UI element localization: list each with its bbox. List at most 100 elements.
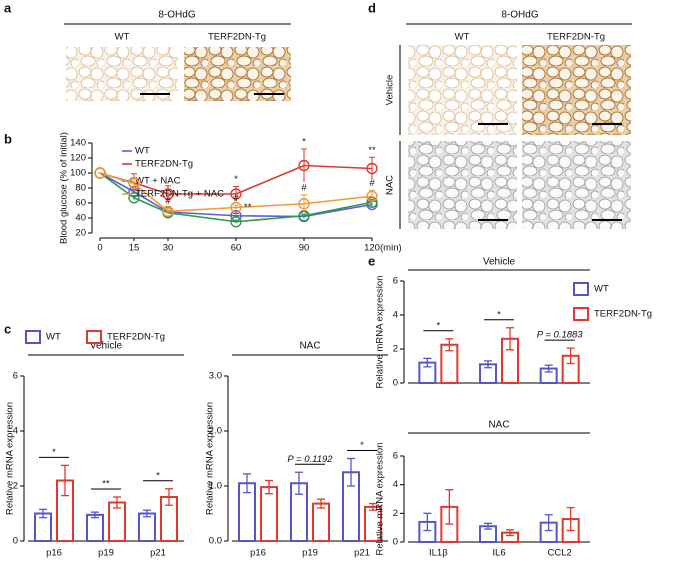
y-tick-label: 2 [393, 344, 398, 355]
panel-label: c [4, 321, 11, 336]
y-tick-label: 6 [393, 451, 398, 462]
annotation: ** [368, 145, 376, 156]
annotation: * [360, 440, 364, 451]
column-label: TERF2DN-Tg [547, 32, 605, 43]
y-axis-label: Blood glucose (% of initial) [59, 132, 70, 244]
micrograph [184, 47, 291, 101]
y-tick-label: 4 [393, 479, 398, 490]
annotation: # [233, 193, 239, 204]
legend-label: TERF2DN-Tg [135, 159, 193, 170]
column-label: TERF2DN-Tg [208, 32, 266, 43]
annotation: ** [102, 479, 110, 490]
legend-swatch [86, 330, 102, 344]
x-tick-label: p19 [98, 548, 114, 559]
x-tick-label: 15 [129, 243, 140, 254]
annotation: # [165, 196, 171, 207]
marker [128, 177, 140, 190]
header: 8-OHdG [501, 10, 538, 21]
panel-label: a [4, 0, 12, 15]
y-tick-label: 120 [70, 153, 86, 164]
x-tick-label: IL6 [492, 548, 505, 559]
x-tick-label: p21 [150, 548, 166, 559]
annotation: * [436, 320, 440, 331]
marker [230, 188, 242, 200]
y-tick-label: 2 [13, 481, 18, 492]
y-tick-label: 60 [75, 198, 86, 209]
series-line [99, 172, 373, 213]
header: 8-OHdG [158, 10, 195, 21]
micrograph [408, 45, 517, 135]
annotation: # [369, 178, 375, 189]
column-label: WT [115, 32, 130, 43]
x-tick-label: IL1β [429, 548, 448, 559]
x-tick-label: 90 [299, 243, 310, 254]
y-axis-label: Relative mRNA expression [5, 402, 16, 515]
micrograph [522, 45, 631, 135]
y-tick-label: 1.0 [209, 481, 222, 492]
x-tick-label: 60 [231, 243, 242, 254]
x-tick-label: 0 [97, 243, 102, 254]
y-axis-label: Relative mRNA expression [205, 402, 216, 515]
annotation: ** [244, 202, 252, 213]
marker [366, 190, 378, 202]
marker [162, 188, 174, 200]
micrograph [522, 141, 631, 229]
y-tick-label: 4 [13, 426, 18, 437]
y-axis-label: Relative mRNA expression [375, 443, 386, 556]
legend-label: WT + NAC [135, 176, 181, 187]
chart-title: NAC [299, 341, 320, 352]
legend-swatch [573, 282, 589, 296]
y-tick-label: 0.0 [209, 536, 222, 547]
annotation: # [301, 182, 307, 193]
column-label: WT [455, 32, 470, 43]
marker [298, 159, 310, 172]
y-tick-label: 140 [70, 138, 86, 149]
panel-label: e [368, 253, 375, 268]
row-label: Vehicle [385, 75, 396, 106]
legend-label: WT [46, 332, 61, 343]
annotation: * [302, 137, 306, 148]
x-tick-label: p16 [250, 548, 266, 559]
annotation: P = 0.1192 [287, 454, 333, 465]
chart-title: Vehicle [483, 257, 516, 268]
annotation: P = 0.1883 [537, 330, 584, 341]
marker [230, 216, 242, 228]
legend-label: WT [135, 146, 150, 157]
chart-title: Vehicle [90, 341, 123, 352]
row-label: NAC [385, 175, 396, 195]
x-tick-label: p19 [302, 548, 318, 559]
x-tick-label: CCL2 [548, 548, 572, 559]
y-tick-label: 0 [393, 537, 398, 548]
annotation: * [52, 447, 56, 458]
x-tick-label: p16 [46, 548, 62, 559]
marker [366, 162, 378, 175]
marker [128, 192, 140, 204]
y-tick-label: 20 [75, 228, 86, 239]
marker [162, 205, 174, 217]
x-tick-label: 30 [163, 243, 174, 254]
y-axis-label: Relative mRNA expression [375, 276, 386, 389]
legend-swatch [573, 307, 589, 321]
annotation: * [497, 309, 501, 320]
x-tick-label: p21 [354, 548, 370, 559]
legend-label: TERF2DN-Tg + NAC [135, 189, 224, 200]
bar [138, 512, 156, 542]
panel-label: b [4, 131, 12, 146]
legend-swatch [25, 330, 41, 344]
panel-label: d [368, 0, 376, 15]
y-tick-label: 0 [13, 536, 18, 547]
legend-label: TERF2DN-Tg [107, 332, 165, 343]
y-tick-label: 4 [393, 310, 398, 321]
marker [94, 167, 106, 179]
y-tick-label: 0 [393, 378, 398, 389]
x-tick-label: 120 [364, 243, 380, 254]
legend-label: WT [594, 284, 609, 295]
bar [86, 513, 104, 542]
annotation: * [156, 470, 160, 481]
micrograph [66, 47, 178, 101]
y-tick-label: 2 [393, 508, 398, 519]
y-tick-label: 6 [13, 371, 18, 382]
y-tick-label: 2.0 [209, 426, 222, 437]
marker [298, 198, 310, 210]
